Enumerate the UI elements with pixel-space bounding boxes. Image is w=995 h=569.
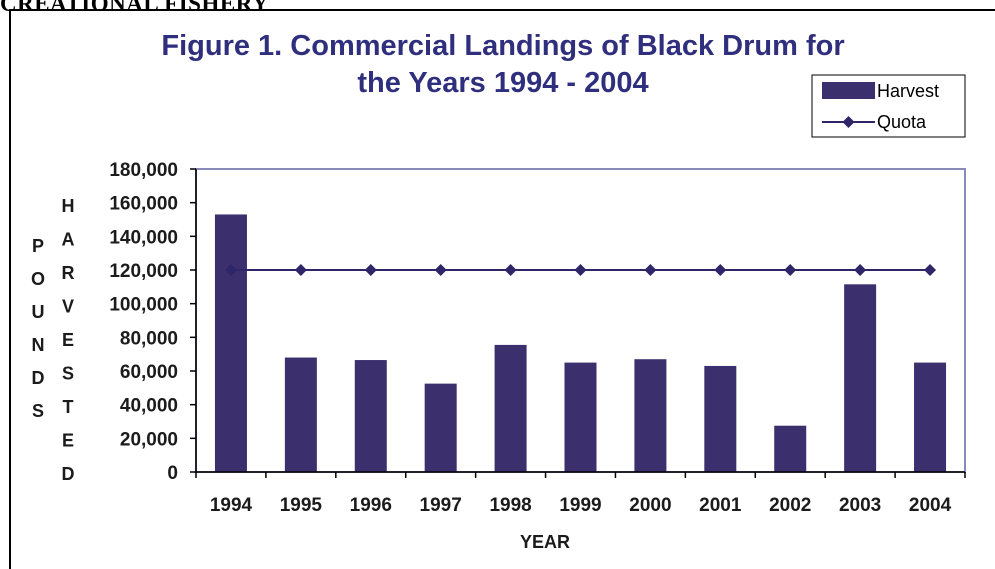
bar-1997 — [424, 383, 457, 472]
bar-1999 — [564, 362, 597, 472]
quota-marker-2004 — [924, 264, 937, 276]
y-tick-label: 80,000 — [120, 328, 178, 349]
bar-2001 — [704, 365, 737, 472]
y-title-inner-letter: D — [62, 464, 75, 484]
quota-marker-1994 — [224, 264, 237, 276]
y-title-outer-letter: U — [32, 302, 45, 322]
bar-2000 — [634, 359, 667, 472]
quota-marker-2002 — [784, 264, 797, 276]
bar-2003 — [844, 284, 877, 472]
quota-marker-1995 — [294, 264, 307, 276]
x-tick-label: 1999 — [559, 495, 601, 516]
bar-1998 — [494, 344, 527, 472]
x-axis-title: YEAR — [520, 532, 570, 552]
x-tick-label: 1996 — [350, 495, 392, 516]
quota-marker-1998 — [504, 264, 517, 276]
y-title-inner-letter: E — [62, 330, 74, 350]
y-title-inner-letter: V — [62, 297, 74, 317]
y-title-outer-letter: D — [32, 368, 45, 388]
x-tick-label: 2004 — [909, 495, 952, 516]
y-title-outer-letter: N — [32, 335, 45, 355]
x-tick-label: 1994 — [210, 495, 253, 516]
y-title-inner-letter: A — [62, 230, 75, 250]
x-tick-label: 2001 — [699, 495, 742, 516]
y-tick-label: 140,000 — [109, 227, 178, 248]
x-tick-label: 2000 — [629, 495, 671, 516]
bar-1994 — [214, 214, 247, 472]
y-tick-label: 40,000 — [120, 396, 178, 417]
quota-marker-1996 — [364, 264, 377, 276]
quota-marker-2000 — [644, 264, 657, 276]
legend-quota-label: Quota — [877, 112, 927, 132]
y-tick-label: 100,000 — [109, 295, 178, 316]
quota-marker-1999 — [574, 264, 587, 276]
quota-marker-2001 — [714, 264, 727, 276]
y-tick-label: 0 — [167, 463, 178, 484]
y-tick-label: 60,000 — [120, 362, 178, 383]
y-tick-label: 120,000 — [109, 261, 178, 282]
legend: Harvest Quota — [811, 74, 966, 138]
y-tick-label: 180,000 — [109, 160, 178, 181]
y-title-outer-letter: S — [32, 401, 44, 421]
y-title-inner-letter: S — [62, 364, 74, 384]
chart-frame — [9, 9, 995, 569]
y-tick-label: 160,000 — [109, 194, 178, 215]
bar-2002 — [774, 425, 807, 472]
chart-title-line-2: the Years 1994 - 2004 — [357, 67, 648, 99]
y-title-outer-letter: P — [32, 236, 44, 256]
x-tick-label: 2003 — [839, 495, 881, 516]
x-tick-label: 2002 — [769, 495, 811, 516]
x-tick-label: 1998 — [489, 495, 531, 516]
y-title-inner-letter: R — [62, 263, 75, 283]
bar-2004 — [914, 362, 947, 472]
chart-title-line-1: Figure 1. Commercial Landings of Black D… — [161, 30, 844, 62]
quota-marker-1997 — [434, 264, 447, 276]
plot-area: 0 20,000 40,000 60,000 80,000 100,000 120,000 1… — [109, 160, 966, 516]
legend-harvest-swatch — [822, 82, 875, 99]
bar-1996 — [354, 360, 387, 472]
y-title-inner-letter: E — [62, 431, 74, 451]
y-title-inner-letter: T — [63, 397, 74, 417]
y-title-outer-letter: O — [31, 269, 45, 289]
legend-quota-marker — [842, 116, 855, 128]
x-tick-label: 1997 — [420, 495, 462, 516]
y-title-inner-letter: H — [62, 196, 75, 216]
page-header: CREATIONAL FISHERY — [0, 0, 270, 16]
quota-marker-2003 — [854, 264, 867, 276]
y-tick-label: 20,000 — [120, 429, 178, 450]
legend-harvest-label: Harvest — [877, 81, 939, 101]
x-tick-label: 1995 — [280, 495, 323, 516]
bar-1995 — [284, 357, 317, 472]
